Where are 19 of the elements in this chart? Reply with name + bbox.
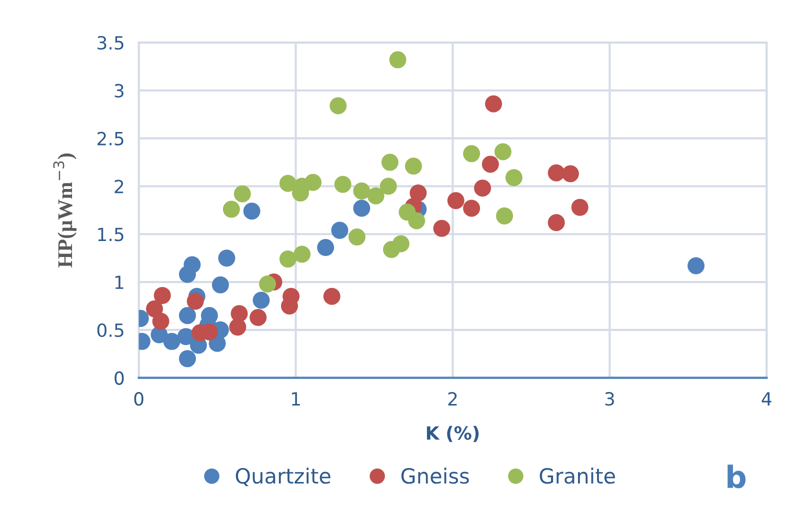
x-tick-label: 2 — [448, 392, 457, 406]
text: b — [728, 464, 746, 488]
x-tick-label: 4 — [762, 392, 772, 406]
x-tick-label: 0 — [134, 392, 144, 406]
y-tick-label: 1.5 — [98, 228, 124, 242]
x-axis-title: K (%) — [426, 426, 479, 442]
y-tick-label: 2 — [114, 180, 124, 194]
y-tick-label: 0.5 — [97, 323, 124, 338]
legend-label: Gneiss — [401, 468, 469, 484]
x-tick-label: 1 — [292, 392, 300, 406]
legend-label: Granite — [540, 468, 615, 484]
y-tick-label: 2.5 — [98, 132, 124, 146]
y-tick-label: 3 — [114, 84, 124, 98]
y-tick-label: 3.5 — [98, 36, 124, 50]
y-axis-title: HP(µWm$^{−3}$) — [53, 154, 76, 268]
legend-label: Quartzite — [236, 468, 330, 486]
y-tick-label: 1 — [115, 276, 124, 289]
x-tick-label: 3 — [605, 392, 614, 406]
y-tick-label: 0 — [114, 371, 124, 385]
